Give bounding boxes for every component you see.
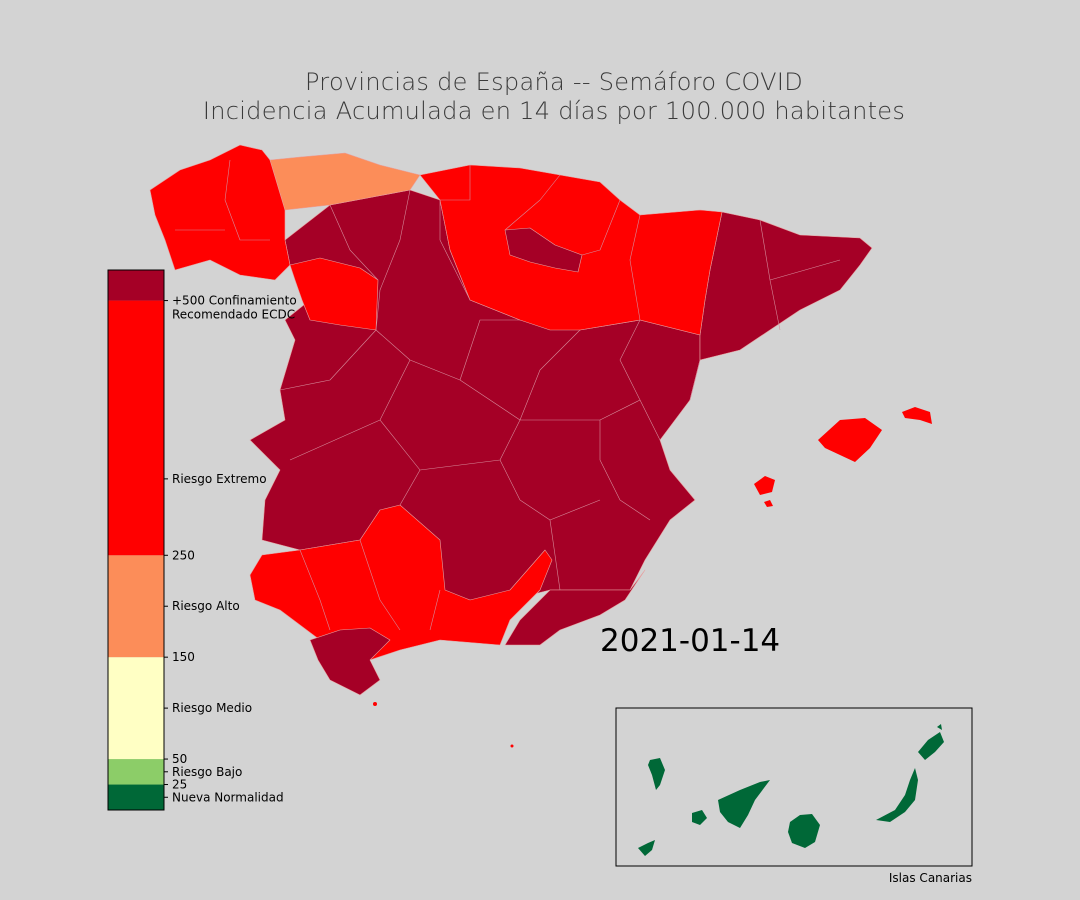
legend-tick-label-9: +500 Confinamiento xyxy=(172,294,297,308)
island-gran-canaria xyxy=(788,814,820,848)
legend-band-0 xyxy=(108,784,164,810)
legend-tick-label-4: Riesgo Medio xyxy=(172,701,252,715)
region-cadiz xyxy=(309,627,391,696)
region-formentera xyxy=(764,500,773,507)
legend-frame xyxy=(107,269,165,811)
region-galicia-west xyxy=(149,144,291,281)
region-north-coast xyxy=(419,164,723,336)
legend-tick-label-3: 50 xyxy=(172,752,187,766)
island-tenerife xyxy=(718,780,770,828)
legend-band-3 xyxy=(108,555,164,658)
mainland-map xyxy=(149,144,873,696)
legend-tick-label-5: 150 xyxy=(172,650,195,664)
island-lanzarote xyxy=(918,732,944,760)
region-baleares-menorca xyxy=(902,407,932,424)
legend-tick-label-6: Riesgo Alto xyxy=(172,599,240,613)
legend-tick-label-7: 250 xyxy=(172,548,195,562)
island-la-palma xyxy=(648,758,665,790)
canarias-inset: Islas Canarias xyxy=(615,707,973,885)
island-fuerteventura xyxy=(876,768,918,822)
province-borders xyxy=(175,159,841,631)
region-murcia xyxy=(504,569,646,646)
region-zamora xyxy=(289,257,379,331)
region-la-rioja xyxy=(504,227,583,273)
inset-label: Islas Canarias xyxy=(889,871,972,885)
legend-tick-label-9-line2: Recomendado ECDC xyxy=(172,308,295,322)
legend-band-1 xyxy=(108,759,164,785)
melilla-dot xyxy=(510,744,514,748)
date-label: 2021-01-14 xyxy=(600,623,780,659)
region-catalonia xyxy=(699,211,873,361)
island-graciosa xyxy=(937,724,942,730)
region-baleares-mallorca xyxy=(818,418,882,462)
legend-tick-label-0: Nueva Normalidad xyxy=(172,790,284,804)
island-la-gomera xyxy=(692,810,707,825)
region-baleares-ibiza xyxy=(754,476,775,495)
legend-band-2 xyxy=(108,657,164,760)
legend-tick-label-2: Riesgo Bajo xyxy=(172,765,242,779)
ceuta-dot xyxy=(373,702,377,706)
legend-tick-label-1: 25 xyxy=(172,778,187,792)
island-el-hierro xyxy=(638,840,655,856)
inset-frame xyxy=(615,707,973,867)
map-title-line-1: Provincias de España -- Semáforo COVID xyxy=(304,68,804,96)
legend-band-4 xyxy=(108,300,164,556)
legend-tick-label-8: Riesgo Extremo xyxy=(172,472,267,486)
canary-islands xyxy=(638,724,944,856)
map-title-line-2: Incidencia Acumulada en 14 días por 100.… xyxy=(202,97,906,125)
legend-band-5 xyxy=(108,270,164,301)
